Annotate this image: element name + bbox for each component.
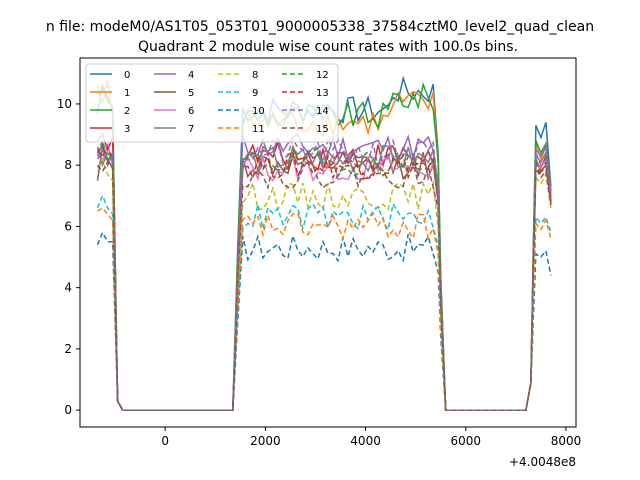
legend-label-12: 12 xyxy=(316,70,329,81)
legend-label-11: 11 xyxy=(252,124,265,135)
legend-label-2: 2 xyxy=(124,106,130,117)
axis-layer: 0 2000 4000 6000 8000 0 2 4 6 8 10 xyxy=(57,97,582,448)
x-tick-label: 8000 xyxy=(551,434,582,448)
legend-label-14: 14 xyxy=(316,106,329,117)
series-line-13 xyxy=(96,145,552,411)
y-tick-label: 8 xyxy=(64,158,72,172)
y-tick-label: 10 xyxy=(57,97,72,111)
x-tick-label: 2000 xyxy=(250,434,281,448)
legend-label-13: 13 xyxy=(316,88,329,99)
legend-label-7: 7 xyxy=(188,124,194,135)
chart-title: Quadrant 2 module wise count rates with … xyxy=(138,39,518,55)
series-line-15 xyxy=(96,159,552,411)
series-line-8 xyxy=(96,157,552,411)
x-tick-label: 4000 xyxy=(350,434,381,448)
y-tick-label: 4 xyxy=(64,281,72,295)
legend-label-9: 9 xyxy=(252,88,258,99)
y-tick-label: 6 xyxy=(64,219,72,233)
x-tick-label: 6000 xyxy=(451,434,482,448)
y-tick-label: 0 xyxy=(64,403,72,417)
legend-frame xyxy=(85,63,339,143)
legend-label-8: 8 xyxy=(252,70,258,81)
x-tick-label: 0 xyxy=(161,434,169,448)
y-tick-label: 2 xyxy=(64,342,72,356)
legend-label-6: 6 xyxy=(188,106,194,117)
legend-label-1: 1 xyxy=(124,88,130,99)
legend-label-15: 15 xyxy=(316,124,329,135)
legend-label-3: 3 xyxy=(124,124,130,135)
legend-label-5: 5 xyxy=(188,88,194,99)
legend-label-0: 0 xyxy=(124,70,130,81)
x-offset-label: +4.0048e8 xyxy=(509,455,576,469)
legend-label-10: 10 xyxy=(252,106,265,117)
suptitle: n file: modeM0/AS1T05_053T01_9000005338_… xyxy=(46,19,594,35)
plot-frame xyxy=(79,57,577,428)
legend-label-4: 4 xyxy=(188,70,194,81)
